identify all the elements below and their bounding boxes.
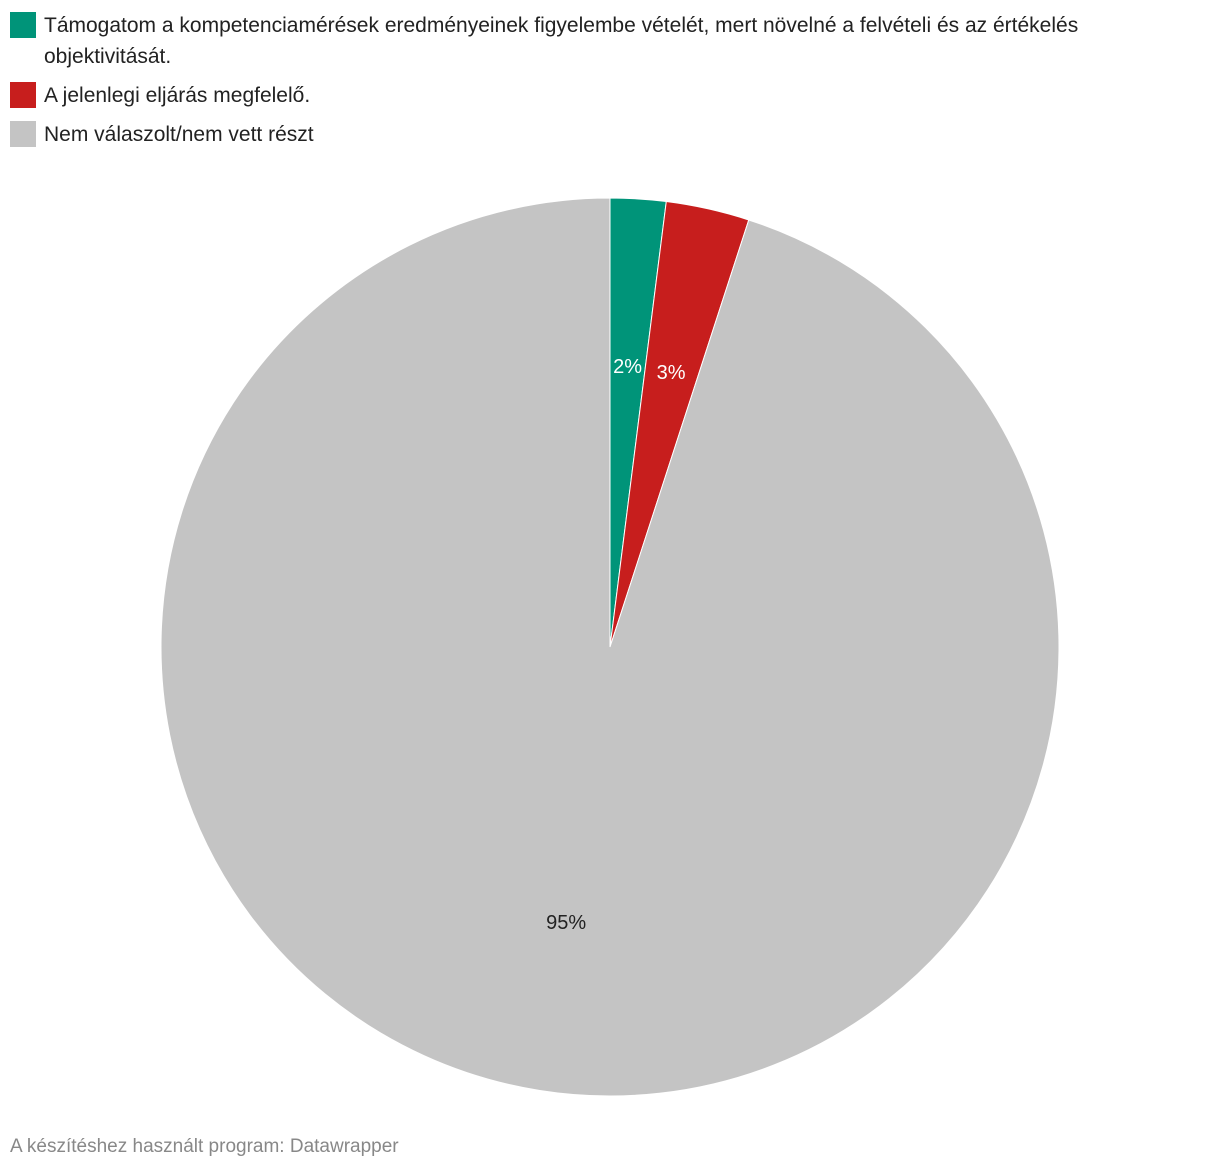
value-label: 3% [657, 362, 686, 384]
source-note: A készítéshez használt program: Datawrap… [10, 1136, 399, 1157]
value-label: 95% [546, 912, 586, 934]
legend-swatch [10, 12, 36, 38]
pie-slice [160, 197, 1060, 1097]
legend-swatch [10, 82, 36, 108]
legend-swatch [10, 121, 36, 147]
legend-label: Nem válaszolt/nem vett részt [44, 123, 314, 146]
legend-label: A jelenlegi eljárás megfelelő. [44, 84, 311, 107]
legend: Támogatom a kompetenciamérések eredménye… [10, 10, 1130, 158]
legend-item: Nem válaszolt/nem vett részt [10, 119, 1130, 150]
legend-label: Támogatom a kompetenciamérések eredménye… [44, 14, 1079, 68]
legend-item: A jelenlegi eljárás megfelelő. [10, 80, 1130, 111]
value-label: 2% [613, 356, 642, 378]
legend-item: Támogatom a kompetenciamérések eredménye… [10, 10, 1130, 72]
